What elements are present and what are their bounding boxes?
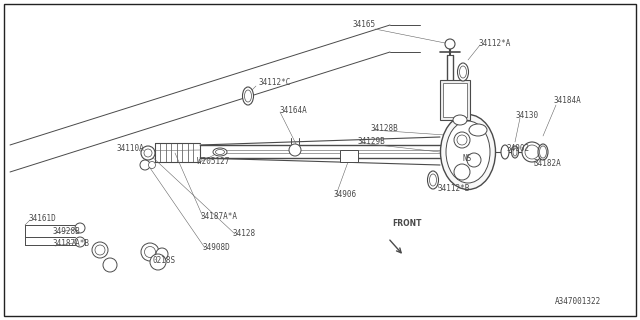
Circle shape: [144, 149, 152, 157]
Circle shape: [103, 258, 117, 272]
Circle shape: [141, 243, 159, 261]
Circle shape: [141, 146, 155, 160]
Ellipse shape: [458, 63, 468, 81]
Ellipse shape: [469, 124, 487, 136]
Text: 34928B: 34928B: [52, 227, 80, 236]
Text: 34187A*A: 34187A*A: [200, 212, 237, 221]
Text: 34902: 34902: [506, 144, 529, 153]
Text: 34908D: 34908D: [202, 243, 230, 252]
Text: 34112*A: 34112*A: [478, 39, 510, 48]
Ellipse shape: [538, 144, 548, 160]
Ellipse shape: [511, 146, 518, 158]
Text: 34182A: 34182A: [533, 159, 561, 168]
Ellipse shape: [213, 148, 227, 156]
Circle shape: [156, 248, 168, 260]
Circle shape: [525, 145, 539, 159]
Circle shape: [454, 132, 470, 148]
Ellipse shape: [244, 90, 252, 102]
Circle shape: [75, 237, 85, 247]
Ellipse shape: [243, 87, 253, 105]
Circle shape: [457, 135, 467, 145]
Text: 34184A: 34184A: [553, 96, 580, 105]
Circle shape: [454, 164, 470, 180]
Text: 34165: 34165: [352, 20, 375, 29]
Ellipse shape: [453, 115, 467, 125]
Text: 0218S: 0218S: [152, 256, 175, 265]
Text: 34112*C: 34112*C: [258, 78, 291, 87]
Circle shape: [92, 242, 108, 258]
Text: 34110A: 34110A: [116, 144, 144, 153]
Ellipse shape: [429, 174, 436, 186]
Ellipse shape: [460, 66, 467, 78]
Bar: [340, 150, 358, 162]
Text: 34112*B: 34112*B: [437, 184, 469, 193]
Ellipse shape: [428, 171, 438, 189]
Text: 34128: 34128: [232, 229, 255, 238]
Ellipse shape: [513, 148, 517, 156]
Circle shape: [522, 142, 542, 162]
Circle shape: [150, 254, 166, 270]
Bar: [440, 80, 470, 120]
Circle shape: [95, 245, 105, 255]
Circle shape: [140, 160, 150, 170]
Text: 34130: 34130: [516, 111, 539, 120]
Ellipse shape: [446, 121, 490, 183]
Bar: [443, 83, 467, 117]
Circle shape: [467, 153, 481, 167]
Text: 34906: 34906: [333, 190, 356, 199]
Text: 34129B: 34129B: [357, 137, 385, 146]
Text: 34187A*B: 34187A*B: [52, 239, 89, 248]
Ellipse shape: [440, 115, 495, 189]
Ellipse shape: [540, 146, 547, 158]
Text: W205127: W205127: [197, 157, 229, 166]
Circle shape: [289, 144, 301, 156]
Text: 34164A: 34164A: [279, 106, 307, 115]
Circle shape: [145, 246, 156, 258]
Text: 34161D: 34161D: [28, 214, 56, 223]
Text: A347001322: A347001322: [555, 297, 601, 306]
Text: NS: NS: [462, 154, 471, 163]
Text: FRONT: FRONT: [392, 219, 422, 228]
Circle shape: [75, 223, 85, 233]
Ellipse shape: [216, 149, 225, 155]
Circle shape: [445, 39, 455, 49]
Text: 34128B: 34128B: [370, 124, 397, 133]
Circle shape: [148, 162, 156, 169]
Ellipse shape: [501, 145, 509, 159]
